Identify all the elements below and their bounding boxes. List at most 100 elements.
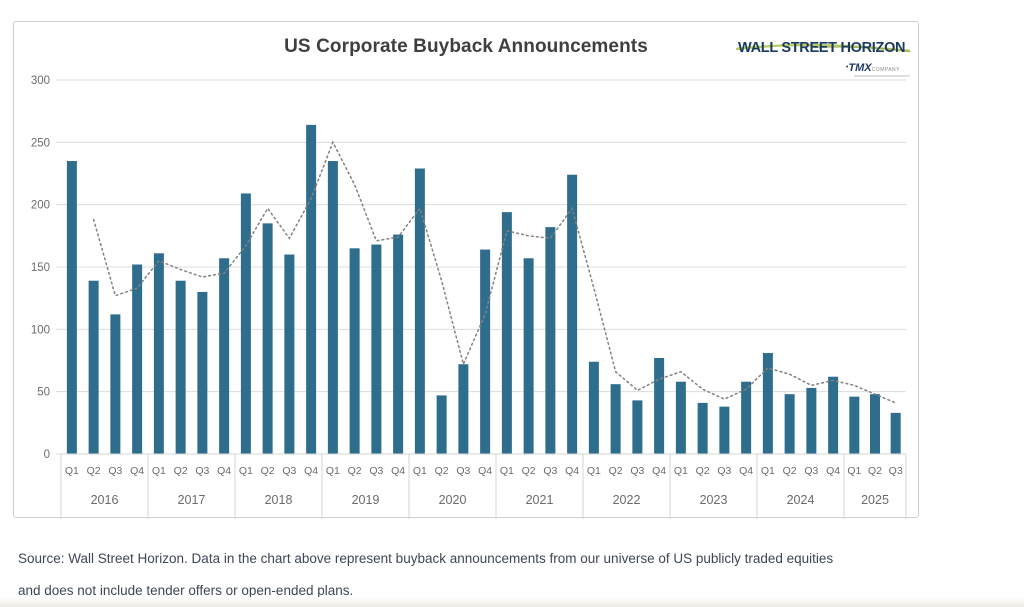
x-tick-2024-Q4: Q4 bbox=[826, 465, 840, 477]
bar-2019-Q3 bbox=[371, 244, 382, 454]
bar-2019-Q4 bbox=[393, 234, 404, 454]
buyback-bar-chart: 0 50 100 150 200 250 300 Q1 Q2 Q3 Q4 2016 Q1 Q2 Q3 Q4 20… bbox=[31, 75, 907, 519]
x-tick-2019-Q4: Q4 bbox=[391, 465, 405, 477]
x-tick-2021-Q2: Q2 bbox=[522, 465, 536, 477]
bar-2020-Q2 bbox=[436, 395, 447, 454]
bar-2019-Q1 bbox=[327, 161, 338, 455]
year-label-2016: 2016 bbox=[91, 493, 119, 507]
bar-2017-Q2 bbox=[175, 280, 186, 454]
bar-2024-Q4 bbox=[828, 376, 839, 454]
x-tick-2017-Q1: Q1 bbox=[152, 465, 166, 477]
x-tick-2019-Q1: Q1 bbox=[326, 465, 340, 477]
x-tick-2024-Q1: Q1 bbox=[761, 465, 775, 477]
bar-2022-Q3 bbox=[632, 400, 643, 454]
year-label-2025: 2025 bbox=[861, 493, 889, 507]
bar-2024-Q1 bbox=[762, 353, 773, 454]
bar-2016-Q4 bbox=[132, 264, 143, 454]
bar-2018-Q2 bbox=[262, 223, 273, 454]
x-tick-2022-Q2: Q2 bbox=[609, 465, 623, 477]
year-label-2024: 2024 bbox=[787, 493, 815, 507]
year-label-2021: 2021 bbox=[526, 493, 554, 507]
bar-2022-Q1 bbox=[588, 361, 599, 454]
x-tick-2025-Q3: Q3 bbox=[889, 465, 903, 477]
chart-card: US Corporate Buyback Announcements WALL … bbox=[13, 21, 919, 519]
x-tick-2019-Q2: Q2 bbox=[348, 465, 362, 477]
bar-2020-Q1 bbox=[414, 168, 425, 454]
x-tick-2016-Q3: Q3 bbox=[108, 465, 122, 477]
x-tick-2023-Q4: Q4 bbox=[739, 465, 753, 477]
y-tick-50: 50 bbox=[37, 387, 50, 399]
year-label-2018: 2018 bbox=[265, 493, 293, 507]
x-tick-2016-Q2: Q2 bbox=[87, 465, 101, 477]
x-tick-2025-Q2: Q2 bbox=[868, 465, 882, 477]
x-tick-2020-Q2: Q2 bbox=[435, 465, 449, 477]
bar-2021-Q2 bbox=[523, 258, 534, 454]
bar-2016-Q1 bbox=[66, 161, 77, 455]
bar-2017-Q3 bbox=[197, 291, 208, 454]
logo-tmx-text: TMX bbox=[848, 62, 872, 74]
bar-2018-Q3 bbox=[284, 254, 295, 454]
x-tick-2022-Q1: Q1 bbox=[587, 465, 601, 477]
x-tick-2019-Q3: Q3 bbox=[369, 465, 383, 477]
bar-2020-Q4 bbox=[480, 249, 491, 454]
x-tick-2025-Q1: Q1 bbox=[847, 465, 861, 477]
tmx-bullet-icon: • bbox=[845, 64, 849, 71]
x-tick-2018-Q3: Q3 bbox=[282, 465, 296, 477]
x-tick-2024-Q2: Q2 bbox=[783, 465, 797, 477]
bar-2018-Q4 bbox=[306, 124, 317, 454]
y-tick-300: 300 bbox=[31, 75, 50, 87]
bottom-divider bbox=[0, 597, 1024, 607]
x-tick-2021-Q3: Q3 bbox=[543, 465, 557, 477]
x-tick-2018-Q2: Q2 bbox=[261, 465, 275, 477]
x-tick-2018-Q4: Q4 bbox=[304, 465, 318, 477]
x-tick-2021-Q4: Q4 bbox=[565, 465, 579, 477]
bar-2024-Q3 bbox=[806, 387, 817, 454]
bar-2023-Q3 bbox=[719, 406, 730, 454]
bar-2023-Q1 bbox=[675, 381, 686, 454]
bar-2021-Q4 bbox=[567, 174, 578, 454]
y-tick-0: 0 bbox=[44, 449, 50, 461]
year-label-2017: 2017 bbox=[178, 493, 206, 507]
x-tick-2020-Q1: Q1 bbox=[413, 465, 427, 477]
chart-title: US Corporate Buyback Announcements bbox=[284, 36, 648, 57]
x-tick-2020-Q3: Q3 bbox=[456, 465, 470, 477]
bar-2017-Q1 bbox=[153, 253, 164, 454]
x-tick-2024-Q3: Q3 bbox=[804, 465, 818, 477]
logo-brand-text: WALL STREET HORIZON bbox=[738, 40, 906, 56]
x-tick-2023-Q2: Q2 bbox=[696, 465, 710, 477]
y-tick-150: 150 bbox=[31, 262, 50, 274]
trend-dotted-line bbox=[92, 140, 897, 404]
y-tick-250: 250 bbox=[31, 137, 50, 149]
x-tick-2021-Q1: Q1 bbox=[500, 465, 514, 477]
x-tick-2017-Q4: Q4 bbox=[217, 465, 231, 477]
y-tick-100: 100 bbox=[31, 324, 50, 336]
year-label-2019: 2019 bbox=[352, 493, 380, 507]
bar-2022-Q2 bbox=[610, 384, 621, 454]
year-label-2023: 2023 bbox=[700, 493, 728, 507]
bar-2021-Q3 bbox=[545, 227, 556, 454]
bar-2022-Q4 bbox=[654, 358, 665, 454]
x-tick-2022-Q3: Q3 bbox=[630, 465, 644, 477]
source-note: Source: Wall Street Horizon. Data in the… bbox=[18, 543, 1008, 607]
bar-2016-Q3 bbox=[110, 314, 121, 454]
x-tick-2016-Q1: Q1 bbox=[65, 465, 79, 477]
bar-2018-Q1 bbox=[240, 193, 251, 455]
bar-2024-Q2 bbox=[784, 394, 795, 454]
bar-2020-Q3 bbox=[458, 364, 469, 454]
x-tick-2018-Q1: Q1 bbox=[239, 465, 253, 477]
bar-2021-Q1 bbox=[501, 212, 512, 454]
y-tick-200: 200 bbox=[31, 200, 50, 212]
x-tick-2020-Q4: Q4 bbox=[478, 465, 492, 477]
logo-tmx-row: •TMXCOMPANY bbox=[846, 58, 900, 76]
bar-2019-Q2 bbox=[349, 248, 360, 454]
bar-2016-Q2 bbox=[88, 280, 99, 454]
x-tick-2023-Q3: Q3 bbox=[717, 465, 731, 477]
bar-2025-Q3 bbox=[890, 412, 901, 454]
bar-2017-Q4 bbox=[219, 258, 230, 454]
x-tick-2023-Q1: Q1 bbox=[674, 465, 688, 477]
x-tick-2022-Q4: Q4 bbox=[652, 465, 666, 477]
bar-2023-Q4 bbox=[741, 381, 752, 454]
logo-company-text: COMPANY bbox=[871, 67, 900, 73]
year-label-2022: 2022 bbox=[613, 493, 641, 507]
